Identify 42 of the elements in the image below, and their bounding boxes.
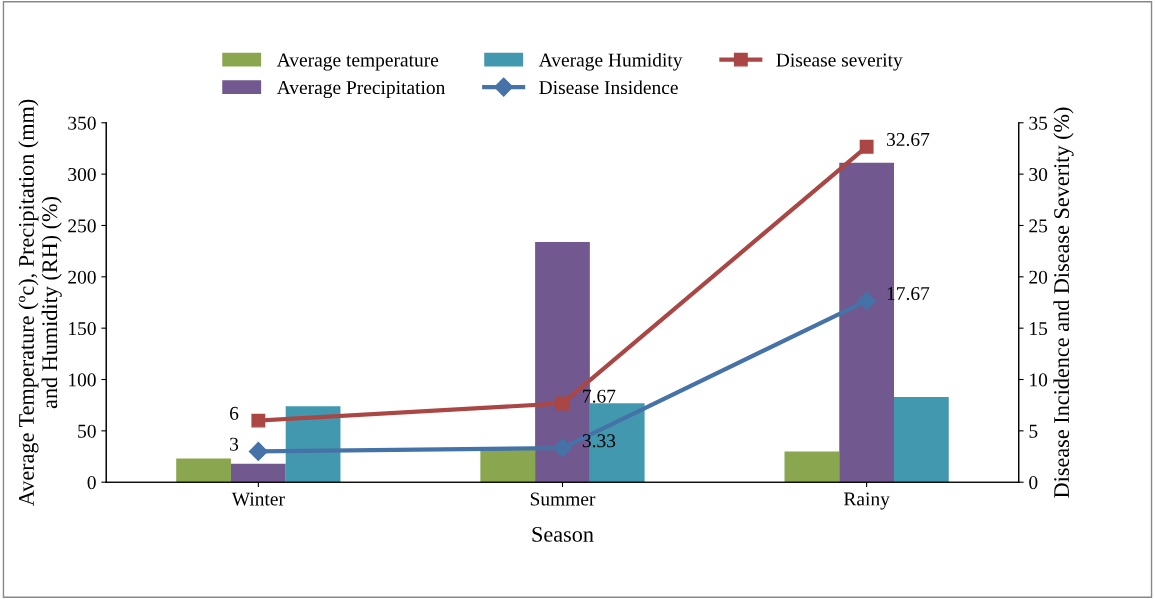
x-tick-label: Summer: [530, 492, 596, 506]
y2-tick-label: 30: [1029, 167, 1048, 182]
bar: [894, 396, 949, 483]
y-tick-label: 250: [68, 219, 96, 233]
y2-tick-label: 20: [1029, 270, 1048, 284]
legend-label: Disease severity: [776, 53, 903, 71]
point: [555, 396, 570, 411]
y-tick-label: 300: [68, 167, 96, 182]
bar: [230, 463, 286, 483]
y2-tick-label: 5: [1029, 424, 1038, 438]
data-label: 6: [230, 406, 239, 420]
y-tick-label: 150: [69, 321, 96, 336]
point: [857, 291, 877, 311]
bar: [784, 451, 840, 483]
legend-label: Disease Insidence: [539, 80, 678, 95]
point: [251, 413, 266, 428]
y2-tick-label: 35: [1029, 116, 1048, 130]
data-label: 3: [230, 437, 239, 451]
point: [248, 441, 268, 461]
legend-label: Average Humidity: [538, 52, 683, 71]
x-tick-label: Winter: [231, 492, 285, 506]
data-label: 32.67: [887, 132, 930, 147]
point: [552, 438, 573, 458]
y-tick-label: 50: [78, 424, 96, 438]
point: [859, 139, 874, 154]
bar: [176, 458, 231, 483]
y-tick-label: 200: [68, 270, 96, 284]
x-axis-title: Season: [532, 526, 594, 542]
y-tick-label: 100: [69, 373, 96, 387]
y2-tick-label: 0: [1029, 476, 1038, 490]
y2-tick-label: 15: [1030, 322, 1048, 336]
y2-axis-title: Disease Incidence and Disease Severity (%): [1053, 107, 1074, 498]
legend-label: Average Precipitation: [276, 81, 446, 99]
data-label: 3.33: [582, 434, 616, 448]
x-tick-label: Rainy: [843, 492, 890, 510]
y-tick-label: 0: [87, 476, 96, 490]
bar: [480, 449, 536, 483]
legend-label: Average temperature: [276, 53, 439, 71]
y2-tick-label: 10: [1030, 373, 1048, 387]
y2-tick-label: 25: [1029, 219, 1048, 233]
y-axis-title: Average Temperature (ºc), Precipitation (mm) and Humidity (RH) (%): [18, 99, 62, 506]
y-tick-label: 350: [68, 116, 96, 130]
